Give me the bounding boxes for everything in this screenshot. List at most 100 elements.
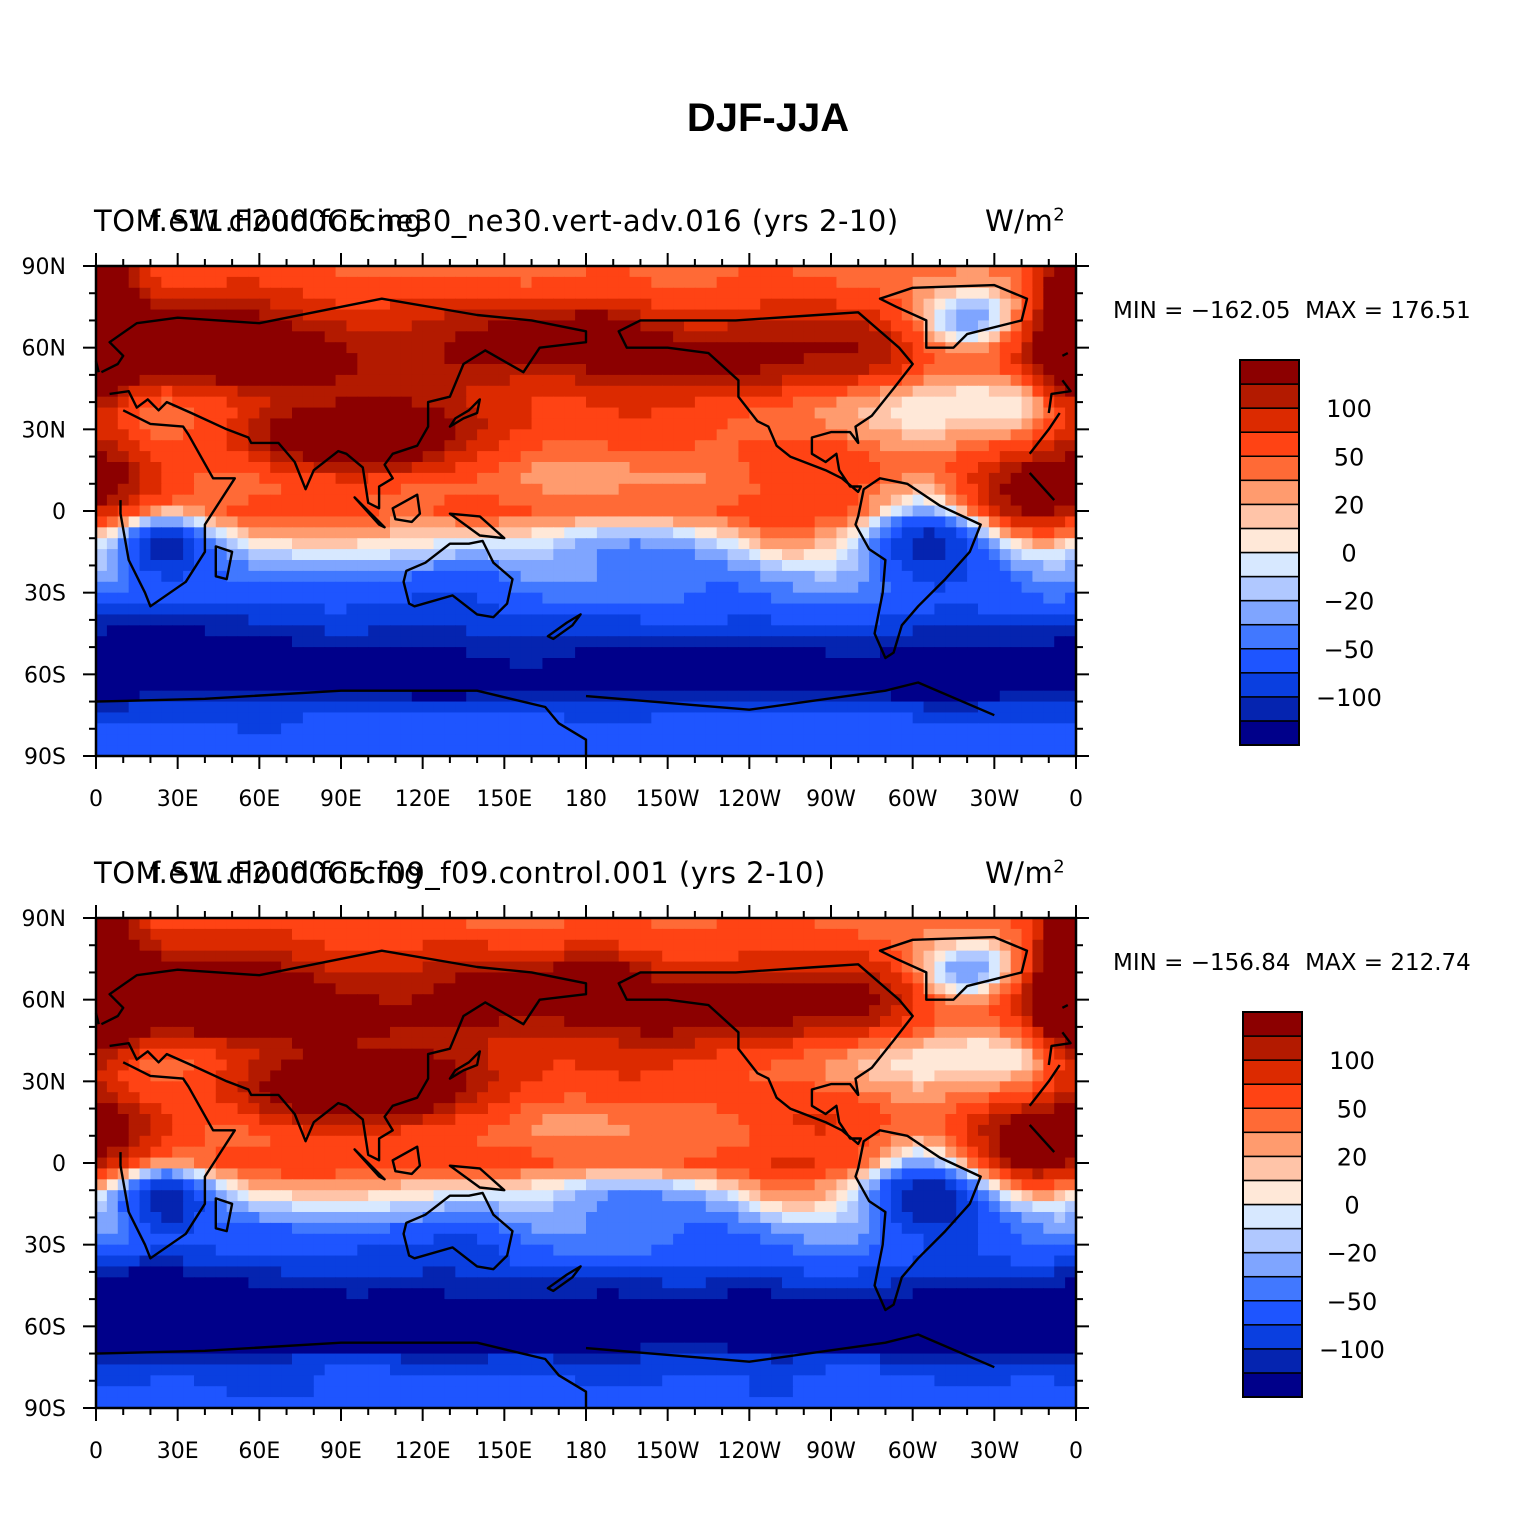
field-cell [858, 418, 870, 430]
field-cell [281, 950, 293, 963]
y-tick-label: 60S [24, 663, 66, 688]
field-cell [934, 983, 946, 995]
field-cell [183, 690, 195, 703]
field-cell [444, 647, 456, 659]
field-cell [727, 440, 740, 452]
field-cell [814, 614, 827, 626]
field-cell [564, 527, 576, 539]
field-cell [967, 701, 979, 714]
field-cell [400, 603, 413, 616]
field-cell [270, 625, 282, 637]
field-cell [400, 701, 413, 714]
field-cell [662, 701, 674, 714]
field-cell [956, 581, 968, 594]
field-cell [749, 701, 761, 714]
coastline [100, 297, 588, 510]
field-cell [411, 928, 424, 941]
field-cell [782, 309, 794, 322]
field-cell [455, 429, 467, 441]
field-cell [869, 309, 881, 322]
field-cell [248, 1005, 260, 1017]
field-cell [684, 636, 696, 648]
field-cell [172, 418, 184, 430]
field-cell [150, 961, 162, 974]
field-cell [607, 701, 620, 714]
field-cell [161, 309, 173, 322]
field-cell [281, 690, 293, 703]
field-cell [292, 614, 304, 626]
field-cell [651, 494, 663, 507]
field-cell [836, 950, 848, 963]
field-cell [270, 712, 282, 724]
field-cell [411, 538, 424, 550]
field-cell [978, 516, 990, 528]
field-cell [302, 418, 315, 430]
field-cell [270, 505, 282, 518]
field-cell [477, 668, 489, 681]
field-cell [542, 950, 554, 963]
field-cell [988, 679, 1001, 692]
field-cell [1010, 429, 1023, 441]
field-cell [858, 560, 870, 572]
field-cell [335, 516, 348, 528]
field-cell [248, 549, 260, 561]
field-cell [520, 592, 533, 605]
field-cell [694, 647, 707, 659]
field-cell [96, 396, 108, 409]
field-cell [858, 266, 870, 278]
field-cell [575, 538, 587, 550]
field-cell [749, 287, 761, 300]
field-cell [324, 418, 337, 430]
coastlines [94, 283, 1072, 756]
field-cell [662, 385, 674, 398]
field-cell [716, 734, 729, 746]
field-cell [1065, 690, 1077, 703]
field-cell [509, 309, 522, 322]
field-cell [1010, 592, 1023, 605]
field-cell [586, 560, 598, 572]
field-cell [575, 287, 587, 300]
field-cell [836, 298, 848, 311]
field-cell [836, 625, 848, 637]
field-cell [662, 723, 674, 735]
field-cell [727, 353, 740, 365]
field-cell [477, 407, 489, 420]
field-cell [96, 527, 108, 539]
field-cell [1065, 418, 1077, 430]
field-cell [564, 701, 576, 714]
field-cell [999, 712, 1012, 724]
field-cell [400, 298, 413, 311]
field-cell [302, 690, 315, 703]
field-cell [226, 918, 239, 930]
field-cell [96, 636, 108, 648]
field-cell [96, 440, 108, 452]
field-cell [945, 918, 957, 930]
field-cell [618, 592, 631, 605]
field-cell [901, 712, 914, 724]
field-cell [575, 505, 587, 518]
field-cell [346, 734, 358, 746]
field-cell [357, 364, 369, 376]
field-cell [988, 658, 1001, 670]
field-cell [651, 679, 663, 692]
field-cell [183, 451, 195, 463]
field-cell [705, 549, 718, 561]
field-cell [618, 418, 631, 430]
field-cell [498, 679, 511, 692]
field-cell [204, 331, 217, 343]
coastline [448, 512, 506, 540]
field-cell [618, 668, 631, 681]
field-cell [836, 527, 848, 539]
field-cell [237, 701, 250, 714]
field-cell [106, 483, 119, 496]
field-cell [662, 603, 674, 616]
field-cell [422, 918, 435, 930]
field-cell [607, 429, 620, 441]
field-cell [596, 549, 609, 561]
field-cell [400, 266, 413, 278]
field-cell [150, 494, 162, 507]
field-cell [553, 353, 565, 365]
field-cell [204, 364, 217, 376]
field-cell [803, 734, 816, 746]
field-cell [912, 570, 925, 583]
